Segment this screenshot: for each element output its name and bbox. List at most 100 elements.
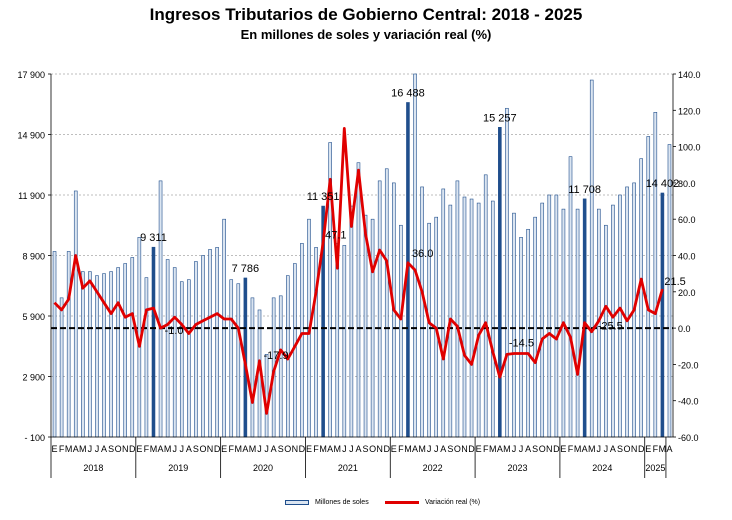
bar — [130, 257, 135, 438]
y-right-tick-label: 0.0 — [678, 324, 691, 334]
bar — [349, 205, 354, 438]
chart-title: Ingresos Tributarios de Gobierno Central… — [149, 5, 583, 24]
bar — [73, 190, 78, 438]
bar — [95, 275, 99, 438]
bar — [660, 192, 665, 438]
x-month-label: A — [497, 444, 503, 454]
y-right-tick-label: -20.0 — [678, 360, 699, 370]
bar — [109, 271, 113, 438]
bar — [589, 79, 594, 438]
x-month-label: J — [512, 444, 517, 454]
x-month-label: M — [150, 444, 158, 454]
x-month-label: D — [129, 444, 136, 454]
legend-bars-label: Millones de soles — [315, 499, 369, 506]
x-year-label: 2022 — [423, 463, 443, 473]
x-month-label: S — [193, 444, 199, 454]
bar — [88, 271, 92, 438]
bar — [469, 198, 474, 438]
bar — [441, 188, 446, 438]
x-month-label: N — [631, 444, 638, 454]
bar — [483, 174, 488, 438]
bar-data-label: 15 257 — [483, 112, 517, 124]
x-month-label: F — [568, 444, 574, 454]
legend-bars: Millones de soles — [285, 499, 369, 506]
x-month-label: F — [313, 444, 319, 454]
y-right-tick-label: 40.0 — [678, 252, 696, 262]
bar — [540, 202, 545, 438]
x-year-label: 2020 — [253, 463, 273, 473]
bar — [498, 127, 502, 438]
x-month-label: S — [278, 444, 284, 454]
bar — [236, 283, 241, 438]
x-month-label: E — [391, 444, 397, 454]
x-month-label: J — [257, 444, 262, 454]
y-left-tick-label: 2 900 — [22, 373, 45, 383]
x-month-label: A — [412, 444, 418, 454]
x-month-label: E — [136, 444, 142, 454]
x-month-label: J — [180, 444, 185, 454]
bar — [66, 251, 71, 438]
x-month-label: S — [617, 444, 623, 454]
bar — [172, 267, 177, 438]
x-month-label: S — [363, 444, 369, 454]
legend-line-swatch — [385, 500, 419, 504]
bar-data-label: 7 786 — [232, 263, 260, 275]
y-right-tick-label: -60.0 — [678, 433, 699, 443]
x-year-label: 2025 — [645, 463, 665, 473]
x-month-label: D — [638, 444, 645, 454]
x-month-label: S — [447, 444, 453, 454]
x-month-label: M — [319, 444, 327, 454]
x-month-label: A — [610, 444, 616, 454]
bar — [116, 267, 120, 438]
x-month-label: M — [404, 444, 412, 454]
x-month-label: D — [383, 444, 390, 454]
line-data-label: -25.5 — [598, 321, 623, 333]
bar — [81, 271, 85, 438]
x-month-label: E — [560, 444, 566, 454]
bar — [625, 186, 629, 438]
bar-data-label: 11 351 — [307, 191, 340, 203]
x-month-label: O — [284, 444, 291, 454]
x-month-label: D — [468, 444, 475, 454]
bar — [201, 255, 205, 438]
x-month-label: A — [327, 444, 333, 454]
x-month-label: F — [653, 444, 659, 454]
x-month-label: J — [88, 444, 93, 454]
bar — [384, 168, 389, 438]
x-year-label: 2018 — [83, 463, 103, 473]
x-month-label: E — [52, 444, 58, 454]
y-right-tick-label: 20.0 — [678, 288, 696, 298]
bar — [363, 214, 368, 438]
bar-data-label: 16 488 — [391, 87, 425, 99]
x-month-label: A — [440, 444, 446, 454]
x-month-label: F — [483, 444, 489, 454]
x-month-label: A — [582, 444, 588, 454]
x-month-label: N — [207, 444, 214, 454]
x-month-label: A — [101, 444, 107, 454]
bar — [639, 158, 643, 438]
x-month-label: M — [79, 444, 87, 454]
x-month-label: M — [574, 444, 582, 454]
x-month-label: D — [214, 444, 221, 454]
x-month-label: O — [199, 444, 206, 454]
bar — [52, 251, 57, 438]
x-month-label: J — [597, 444, 602, 454]
y-left-tick-label: 17 900 — [17, 70, 45, 80]
x-month-label: E — [221, 444, 227, 454]
x-month-label: E — [306, 444, 312, 454]
x-month-label: M — [503, 444, 511, 454]
bar — [512, 212, 516, 438]
x-month-label: N — [376, 444, 383, 454]
x-month-label: J — [434, 444, 439, 454]
bar — [618, 194, 622, 438]
x-month-label: A — [525, 444, 531, 454]
x-month-label: M — [418, 444, 426, 454]
series-line-variacion — [53, 127, 664, 415]
y-right-tick-label: 100.0 — [678, 143, 701, 153]
bar — [356, 162, 361, 438]
bar — [151, 246, 156, 438]
x-month-label: O — [539, 444, 546, 454]
x-month-label: J — [172, 444, 177, 454]
x-month-label: E — [645, 444, 651, 454]
